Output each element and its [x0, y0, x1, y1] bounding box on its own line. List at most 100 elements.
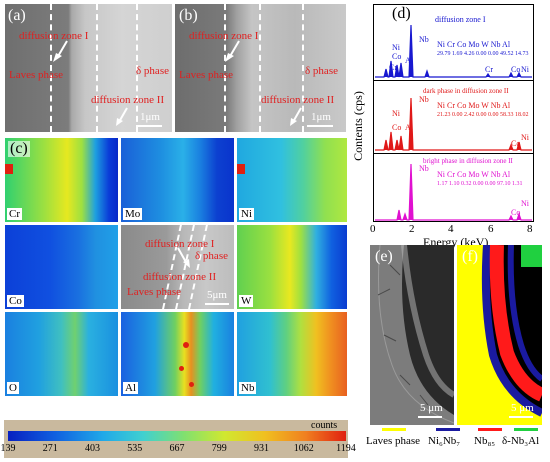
eds-y-axis-label: Contents (cps) — [351, 91, 365, 161]
spectrum-trace — [375, 97, 532, 151]
peak-label: Ni — [521, 133, 529, 142]
label-diffusion-zone-2: diffusion zone II — [143, 271, 217, 283]
label-diffusion-zone-2: diffusion zone II — [261, 94, 335, 106]
center-sem-image: diffusion zone I δ phase diffusion zone … — [121, 225, 234, 309]
scale-bar — [509, 416, 533, 418]
x-tick-label: 6 — [488, 223, 494, 235]
legend-label: Laves phase — [366, 435, 421, 447]
peak-label: Nb — [419, 35, 429, 44]
colorbar-tick-label: 535 — [127, 443, 143, 454]
peak-label: Ni — [392, 109, 400, 118]
map-label-o: O — [7, 382, 19, 394]
scale-label: 1μm — [311, 111, 331, 123]
scale-bar — [136, 125, 162, 127]
label-diffusion-zone-1: diffusion zone I — [189, 30, 259, 42]
peak-label: Co — [392, 52, 402, 61]
legend-label: Nb₈₅ — [474, 435, 496, 447]
label-laves-phase: Laves phase — [9, 69, 64, 81]
phase-map-f: (f) 5 μm — [457, 245, 542, 425]
panel-label-a: (a) — [8, 7, 26, 24]
red-spot — [5, 164, 13, 174]
red-spot — [189, 382, 194, 387]
phase-regions — [457, 245, 542, 425]
spectrum-trace — [375, 24, 532, 78]
label-diffusion-zone-1: diffusion zone I — [145, 238, 215, 250]
label-delta-phase: δ phase — [136, 65, 169, 77]
peak-label: Cr — [485, 65, 493, 74]
grain-structure — [370, 245, 454, 425]
arrow-icon — [116, 107, 128, 126]
red-spot — [237, 164, 245, 174]
label-diffusion-zone-1: diffusion zone I — [19, 30, 89, 42]
label-diffusion-zone-2: diffusion zone II — [91, 94, 165, 106]
element-map-mo: Mo — [121, 138, 234, 222]
boundary-line — [224, 4, 226, 132]
colorbar-tick-label: 931 — [254, 443, 269, 454]
legend-label: Ni₆Nb₇ — [428, 435, 461, 447]
scale-label: 5 μm — [511, 402, 534, 414]
peak-label: Co — [511, 139, 521, 148]
arrow-icon — [290, 107, 302, 126]
label-laves-phase: Laves phase — [127, 286, 182, 298]
x-tick-label: 8 — [527, 223, 533, 235]
element-map-o: O — [5, 312, 118, 396]
eds-frame — [373, 4, 534, 222]
panel-label-b: (b) — [179, 7, 198, 24]
peak-label: Nb — [419, 95, 429, 104]
scale-label: 5 μm — [420, 402, 443, 414]
peak-label: Co — [392, 123, 402, 132]
colorbar-tick-label: 139 — [0, 443, 16, 454]
map-label-mo: Mo — [123, 208, 143, 220]
red-spot — [179, 366, 184, 371]
legend-swatch — [478, 428, 502, 431]
peak-label: Co — [511, 65, 521, 74]
sem-image-b: (b) diffusion zone I Laves phase δ phase… — [175, 4, 346, 132]
element-map-w: W — [237, 225, 347, 309]
label-delta-phase: δ phase — [195, 250, 228, 262]
map-label-co: Co — [7, 295, 24, 307]
panel-label-f: (f) — [462, 248, 478, 265]
colorbar-tick-label: 403 — [85, 443, 100, 454]
peak-label: Ni — [521, 65, 529, 74]
boundary-line — [50, 4, 52, 132]
peak-label: Co — [511, 208, 521, 217]
map-label-nb: Nb — [239, 382, 257, 394]
boundary-line — [136, 4, 138, 132]
phase-legend: Laves phase Ni₆Nb₇ Nb₈₅ δ-Nb₃Al — [366, 428, 550, 458]
colorbar-tick-label: 271 — [42, 443, 58, 454]
map-label-cr: Cr — [7, 208, 22, 220]
spectrum-3-elements: Ni Cr Co Mo W Nb Al — [437, 170, 511, 179]
legend-swatch — [436, 428, 460, 431]
eds-divider — [374, 80, 533, 81]
panel-label-e: (e) — [375, 248, 393, 265]
legend-swatch — [514, 428, 538, 431]
peak-label: Ni — [392, 43, 400, 52]
spectrum-2-values: 21.23 0.00 2.42 0.00 0.00 58.33 18.02 — [437, 112, 529, 118]
colorbar-tick-label: 667 — [169, 443, 185, 454]
x-tick-label: 0 — [370, 223, 376, 235]
spectrum-2-elements: Ni Cr Co Mo W Nb Al — [437, 101, 511, 110]
x-tick-label: 4 — [448, 223, 454, 235]
panel-label-c: (c) — [8, 140, 30, 157]
arrow-icon — [53, 40, 68, 62]
colorbar-tick-label: 1194 — [336, 443, 356, 454]
scale-label: 5μm — [207, 289, 227, 301]
x-tick-label: 2 — [409, 223, 415, 235]
eds-spectra — [375, 24, 532, 221]
element-map-al: Al — [121, 312, 234, 396]
spectrum-1-values: 29.79 1.69 4.26 0.00 0.00 49.52 14.73 — [437, 51, 529, 57]
red-spot — [183, 342, 189, 348]
eds-divider — [374, 153, 533, 154]
sem-image-e: (e) 5 μm — [370, 245, 454, 425]
boundary-line — [302, 4, 304, 132]
scale-bar — [205, 303, 229, 305]
panel-label-d: (d) — [392, 5, 411, 22]
colorbar-unit: counts — [311, 420, 338, 431]
label-delta-phase: δ phase — [305, 65, 338, 77]
spectrum-1-title: diffusion zone I — [435, 15, 486, 24]
peak-label: Nb — [419, 164, 429, 173]
label-laves-phase: Laves phase — [179, 69, 234, 81]
sem-image-a: (a) diffusion zone I Laves phase δ phase… — [5, 4, 172, 132]
arrow-icon — [177, 247, 190, 268]
element-map-cr: (c) Cr — [5, 138, 118, 222]
